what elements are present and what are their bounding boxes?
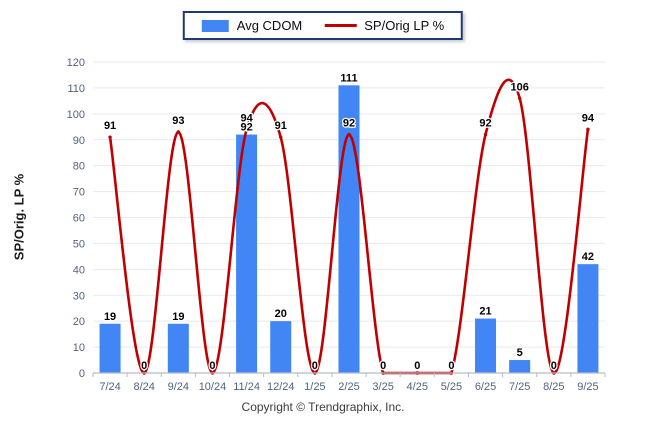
y-tick-label: 0 [79, 368, 85, 380]
line-value-label: 92 [343, 118, 355, 130]
x-tick-label: 5/25 [441, 381, 462, 393]
x-tick-label: 9/25 [577, 381, 598, 393]
y-tick-label: 100 [67, 109, 85, 121]
legend-bar-swatch-icon [201, 19, 229, 32]
line-value-label: 106 [510, 81, 528, 93]
bar-value-label: 19 [172, 311, 184, 323]
line-value-label: 91 [275, 120, 287, 132]
x-tick-label: 12/24 [267, 381, 295, 393]
bar-value-label: 0 [380, 360, 386, 372]
line-marker [483, 132, 488, 137]
bar [475, 318, 497, 373]
legend-item-label: SP/Orig LP % [364, 18, 445, 33]
legend-item: SP/Orig LP % [324, 18, 444, 33]
bar-value-label: 92 [240, 122, 252, 134]
y-tick-label: 70 [73, 187, 85, 199]
bar-value-label: 20 [275, 308, 287, 320]
y-tick-label: 120 [67, 57, 85, 69]
y-tick-label: 20 [73, 316, 85, 328]
y-tick-label: 80 [73, 161, 85, 173]
x-tick-label: 9/24 [168, 381, 189, 393]
line-marker [176, 130, 181, 134]
line-marker [347, 132, 351, 137]
bar-value-label: 0 [209, 360, 215, 372]
line-value-label: 93 [172, 115, 184, 127]
bar [509, 360, 531, 373]
x-tick-label: 8/25 [543, 381, 564, 393]
x-tick-label: 11/24 [233, 381, 260, 393]
line-marker [244, 127, 249, 132]
bar [270, 321, 292, 373]
bar-value-label: 111 [340, 72, 357, 84]
y-tick-label: 10 [73, 342, 85, 354]
line-marker [586, 127, 590, 132]
bar-value-label: 5 [517, 347, 523, 359]
copyright-text: Copyright © Trendgraphix, Inc. [241, 400, 405, 414]
bar-value-label: 0 [141, 360, 147, 372]
x-tick-label: 1/25 [304, 381, 325, 393]
legend-line-swatch-icon [324, 24, 357, 27]
bar-value-label: 0 [448, 360, 454, 372]
x-tick-label: 10/24 [199, 381, 227, 393]
x-tick-label: 2/25 [338, 381, 359, 393]
y-tick-label: 30 [73, 290, 85, 302]
x-tick-label: 7/24 [99, 381, 120, 393]
bar-value-label: 42 [582, 251, 594, 263]
line-value-label: 94 [582, 112, 595, 124]
legend-item: Avg CDOM [201, 18, 303, 33]
x-tick-label: 4/25 [407, 381, 428, 393]
y-tick-label: 50 [73, 238, 85, 250]
y-tick-label: 60 [73, 213, 85, 225]
line-value-label: 94 [240, 112, 253, 124]
bar-value-label: 0 [551, 360, 557, 372]
x-tick-label: 7/25 [509, 381, 530, 393]
y-tick-label: 90 [73, 135, 85, 147]
line-marker [279, 135, 283, 139]
y-tick-label: 40 [73, 264, 85, 276]
y-axis-title: SP/Orig. LP % [11, 173, 27, 261]
bar-value-label: 0 [414, 360, 420, 372]
line-value-label: 91 [104, 120, 116, 132]
line-value-label: 92 [479, 118, 491, 130]
bar-value-label: 0 [312, 360, 318, 372]
bar [99, 323, 121, 373]
bar-value-label: 21 [479, 306, 491, 318]
line-marker [517, 96, 522, 100]
bar [167, 323, 189, 373]
y-tick-label: 110 [67, 83, 85, 95]
x-tick-label: 3/25 [372, 381, 393, 393]
bar [236, 134, 258, 373]
bar-value-label: 19 [104, 311, 116, 323]
bar [577, 264, 599, 373]
legend: Avg CDOM SP/Orig LP % [182, 11, 464, 40]
legend-item-label: Avg CDOM [236, 18, 303, 33]
x-tick-label: 6/25 [475, 381, 496, 393]
x-tick-label: 8/24 [133, 381, 154, 393]
line-marker [108, 135, 112, 139]
